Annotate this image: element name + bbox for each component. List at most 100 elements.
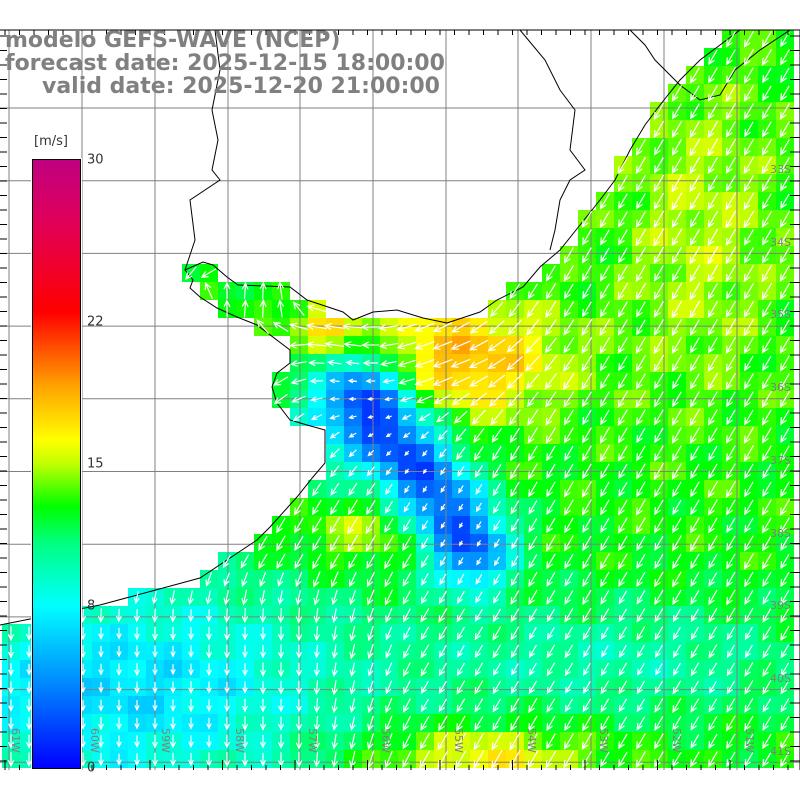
wind-arrow — [726, 49, 736, 66]
wind-arrow — [7, 734, 15, 749]
wind-arrow — [349, 680, 356, 695]
wind-arrow — [170, 626, 176, 641]
wind-arrow — [487, 357, 506, 370]
wind-arrow — [744, 121, 754, 138]
wind-arrow — [278, 699, 284, 713]
wind-arrow — [689, 211, 700, 228]
wind-arrow — [708, 698, 718, 713]
wind-arrow — [528, 662, 537, 676]
wind-arrow — [169, 608, 176, 623]
wind-arrow — [743, 139, 754, 156]
wind-arrow — [707, 102, 718, 120]
wind-arrow — [330, 499, 340, 516]
wind-arrow — [348, 396, 357, 402]
wind-arrow — [420, 554, 429, 569]
wind-arrow — [403, 608, 411, 623]
wind-arrow — [707, 120, 719, 139]
wind-arrow — [726, 680, 736, 695]
wind-arrow — [600, 680, 610, 695]
wind-arrow — [563, 301, 575, 318]
wind-arrow — [546, 608, 556, 623]
wind-arrow — [489, 301, 504, 318]
wind-arrow — [725, 157, 736, 174]
wind-arrow — [653, 751, 664, 768]
wind-arrow — [762, 85, 772, 102]
wind-arrow — [726, 463, 736, 480]
wind-arrow — [726, 607, 736, 624]
wind-arrow — [473, 732, 485, 751]
wind-arrow — [653, 319, 664, 336]
wind-arrow — [474, 662, 484, 677]
wind-arrow — [599, 391, 610, 408]
wind-arrow — [779, 499, 790, 516]
wind-arrow — [151, 734, 159, 749]
wind-arrow — [241, 572, 249, 587]
wind-arrow — [134, 681, 140, 694]
wind-arrow — [708, 517, 718, 534]
wind-arrow — [475, 484, 483, 495]
wind-arrow — [345, 359, 360, 366]
wind-arrow — [725, 121, 736, 138]
wind-arrow — [761, 49, 772, 66]
wind-arrow — [653, 102, 665, 121]
wind-arrow — [421, 520, 429, 531]
wind-arrow — [636, 626, 646, 641]
wind-arrow — [599, 553, 610, 570]
wind-arrow — [762, 590, 772, 605]
wind-arrow — [509, 283, 521, 300]
wind-arrow — [438, 680, 447, 695]
wind-arrow — [295, 716, 303, 732]
wind-arrow — [689, 300, 701, 319]
wind-arrow — [474, 715, 484, 731]
wind-arrow — [654, 427, 664, 444]
wind-arrow — [780, 67, 790, 84]
wind-arrow — [277, 734, 285, 749]
wind-arrow — [277, 590, 284, 605]
wind-arrow — [456, 680, 466, 695]
wind-arrow — [474, 608, 483, 623]
wind-arrow — [206, 609, 212, 623]
wind-arrow — [635, 211, 646, 228]
wind-arrow — [276, 535, 286, 552]
wind-arrow — [348, 414, 357, 420]
wind-arrow — [636, 319, 646, 336]
wind-arrow — [545, 535, 556, 552]
wind-arrow — [510, 698, 520, 713]
wind-arrow — [508, 301, 522, 318]
wind-arrow — [690, 751, 700, 768]
wind-arrow — [491, 732, 503, 751]
border-line — [519, 29, 586, 251]
wind-arrow — [744, 481, 754, 498]
wind-arrow — [689, 228, 701, 247]
wind-arrow — [170, 681, 176, 694]
wind-arrow — [349, 589, 357, 606]
wind-arrow — [762, 608, 772, 623]
wind-arrow — [600, 751, 610, 768]
wind-arrow — [224, 663, 230, 676]
wind-arrow — [671, 156, 683, 174]
wind-arrow — [456, 446, 466, 461]
wind-arrow — [689, 174, 701, 193]
wind-arrow — [527, 445, 538, 462]
wind-arrow — [468, 339, 489, 351]
wind-arrow — [80, 627, 86, 641]
wind-arrow — [671, 210, 683, 229]
wind-arrow — [151, 608, 159, 623]
wind-arrow — [690, 608, 700, 623]
wind-arrow — [455, 428, 467, 443]
wind-arrow — [671, 318, 683, 337]
wind-arrow — [365, 516, 377, 535]
wind-arrow — [743, 192, 755, 211]
wind-arrow — [708, 715, 718, 732]
wind-arrow — [617, 264, 629, 283]
wind-arrow — [222, 554, 231, 569]
wind-arrow — [581, 751, 592, 768]
wind-arrow — [653, 265, 664, 282]
wind-arrow — [450, 376, 471, 386]
wind-arrow — [456, 662, 465, 677]
wind-arrow — [291, 395, 306, 403]
wind-arrow — [366, 589, 375, 606]
wind-arrow — [654, 589, 664, 606]
wind-arrow — [312, 535, 322, 552]
wind-arrow — [671, 282, 683, 301]
